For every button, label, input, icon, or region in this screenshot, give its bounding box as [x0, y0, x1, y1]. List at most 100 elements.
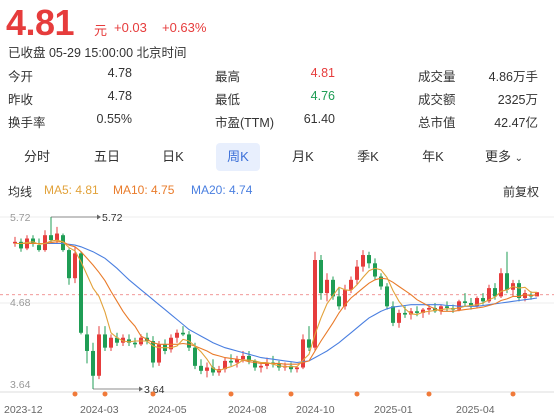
candle-body — [343, 289, 347, 307]
candle-body — [115, 337, 119, 343]
stat-label: 市盈(TTM) — [215, 116, 275, 130]
stat-label: 成交额 — [418, 93, 456, 107]
stat-value: 4.78 — [107, 89, 132, 103]
candle-body — [337, 296, 341, 307]
candle-body — [475, 298, 479, 307]
candle-body — [457, 301, 461, 310]
candle-body — [403, 312, 407, 315]
y-axis-label: 3.64 — [10, 379, 31, 391]
tab-5[interactable]: 季K — [357, 149, 379, 164]
y-axis-label: 4.68 — [10, 297, 31, 309]
candle-body — [37, 245, 41, 251]
event-marker-dot — [354, 391, 360, 397]
candle-body — [295, 367, 299, 370]
candle-body — [181, 332, 185, 335]
price-change-percent: +0.63% — [162, 20, 207, 35]
candle-body — [247, 355, 251, 361]
candle-body — [253, 360, 257, 368]
annotation-arrow-icon — [97, 214, 101, 220]
tab-0[interactable]: 分时 — [23, 149, 50, 164]
candle-body — [499, 273, 503, 297]
ma5-legend: MA5: 4.81 — [44, 183, 99, 197]
ma5-line — [15, 239, 537, 372]
x-axis-label: 2024-10 — [296, 404, 335, 416]
y-axis-label: 5.72 — [10, 212, 31, 224]
tab-2[interactable]: 日K — [162, 149, 184, 164]
candle-body — [13, 241, 17, 244]
candle-body — [313, 260, 317, 348]
event-marker-dot — [510, 391, 516, 397]
candle-body — [79, 253, 83, 333]
candle-body — [307, 339, 311, 348]
event-marker-dot — [228, 391, 234, 397]
annotation-arrow-icon — [139, 386, 143, 392]
candle-body — [289, 365, 293, 370]
annotation-label: 5.72 — [102, 212, 123, 224]
candle-body — [523, 293, 527, 299]
candle-body — [301, 339, 305, 368]
candle-body — [73, 253, 77, 279]
tab-3[interactable]: 周K — [216, 143, 260, 171]
stat-label: 昨收 — [8, 93, 34, 107]
candle-body — [433, 307, 437, 312]
candle-body — [415, 311, 419, 313]
candle-body — [505, 273, 509, 290]
candle-body — [109, 337, 113, 348]
candle-body — [127, 339, 131, 343]
candle-body — [157, 344, 161, 363]
x-axis-label: 2025-04 — [456, 404, 495, 416]
candle-body — [373, 263, 377, 277]
candle-body — [259, 365, 263, 368]
ma20-line — [15, 242, 538, 364]
x-axis-label: 2025-01 — [374, 404, 413, 416]
tab-6[interactable]: 年K — [422, 149, 444, 164]
price-change: +0.03 — [114, 20, 147, 35]
market-status: 已收盘 05-29 15:00:00 北京时间 — [8, 46, 187, 60]
candle-body — [517, 283, 521, 299]
candle-body — [169, 337, 173, 350]
tab-4[interactable]: 月K — [292, 149, 314, 164]
candle-body — [319, 260, 323, 294]
adjust-mode-selector[interactable]: 前复权 — [503, 185, 540, 199]
event-marker-dot — [150, 391, 156, 397]
stat-value: 0.55% — [96, 112, 132, 126]
stat-value: 4.86万手 — [488, 70, 538, 84]
tab-7[interactable]: 更多 ⌄ — [484, 149, 523, 164]
x-axis-label: 2023-12 — [4, 404, 43, 416]
candle-body — [487, 288, 491, 302]
candle-body — [361, 255, 365, 267]
candle-body — [55, 233, 59, 241]
candle-body — [235, 359, 239, 363]
candle-body — [151, 341, 155, 363]
candle-body — [121, 337, 125, 343]
annotation-label: 3.64 — [144, 384, 165, 396]
period-tabs: 分时 五日 日K 周K 月K 季K 年K 更多 ⌄ — [0, 143, 554, 173]
candle-body — [325, 279, 329, 294]
candle-body — [31, 238, 35, 244]
stat-label: 最高 — [215, 70, 241, 84]
candle-body — [103, 334, 107, 348]
stat-label: 最低 — [215, 93, 241, 107]
x-axis-label: 2024-05 — [148, 404, 187, 416]
x-axis-label: 2024-08 — [228, 404, 267, 416]
candle-body — [391, 306, 395, 323]
candle-body — [331, 279, 335, 297]
tab-1[interactable]: 五日 — [93, 149, 120, 164]
candle-body — [229, 360, 233, 363]
stat-label: 总市值 — [418, 116, 456, 130]
event-marker-dot — [426, 391, 432, 397]
candle-body — [397, 312, 401, 323]
candle-body — [49, 235, 53, 241]
candle-body — [61, 235, 65, 251]
candle-body — [385, 286, 389, 307]
candle-body — [97, 334, 101, 376]
candle-body — [85, 334, 89, 351]
candle-body — [427, 307, 431, 310]
candle-body — [223, 360, 227, 370]
ma10-line — [15, 241, 538, 365]
event-marker-dot — [102, 391, 108, 397]
stat-value: 61.40 — [303, 112, 335, 126]
stat-value: 2325万 — [497, 93, 538, 107]
candle-body — [205, 367, 209, 371]
